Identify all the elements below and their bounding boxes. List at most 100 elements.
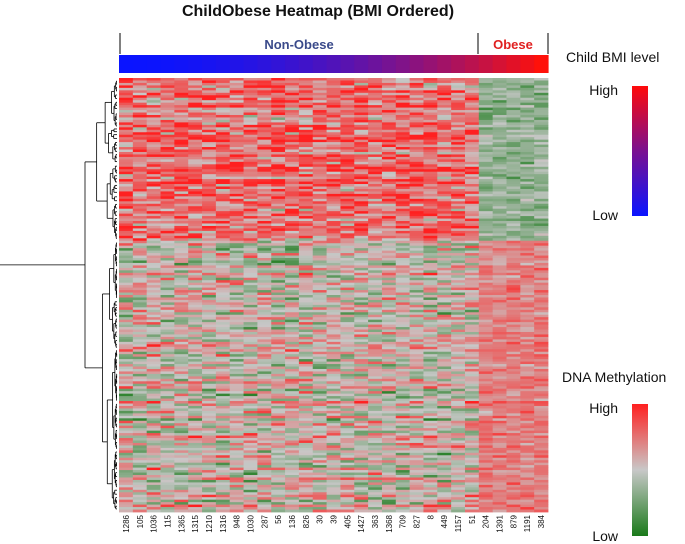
heat-cell	[257, 124, 272, 128]
heat-cell	[368, 107, 383, 111]
heat-cell	[257, 344, 272, 348]
heat-cell	[119, 405, 134, 409]
heat-cell	[326, 208, 341, 212]
heat-cell	[340, 341, 355, 345]
heat-cell	[437, 366, 452, 370]
heat-cell	[520, 156, 535, 160]
heat-cell	[298, 317, 314, 321]
heat-cell	[257, 408, 272, 412]
heat-cell	[451, 119, 466, 123]
heat-cell	[478, 425, 494, 429]
heat-cell	[215, 287, 231, 291]
heat-cell	[534, 314, 549, 318]
heat-cell	[257, 186, 272, 190]
heat-cell	[409, 238, 424, 242]
heat-cell	[437, 418, 452, 422]
heat-cell	[146, 221, 161, 224]
heat-cell	[437, 344, 452, 348]
heat-cell	[271, 361, 286, 365]
heat-cell	[437, 351, 452, 355]
heat-cell	[423, 112, 438, 116]
heat-cell	[492, 100, 507, 104]
heat-cell	[326, 225, 341, 229]
heat-cell	[146, 124, 161, 128]
heat-cell	[188, 112, 203, 116]
heat-cell	[368, 233, 383, 237]
heat-cell	[451, 267, 466, 271]
heat-cell	[326, 265, 341, 269]
heat-cell	[243, 238, 258, 242]
heat-cell	[492, 280, 507, 284]
heat-cell	[119, 393, 134, 397]
heat-cell	[381, 154, 397, 158]
heat-cell	[423, 393, 438, 397]
heat-cell	[312, 82, 327, 86]
heat-cell	[215, 245, 231, 249]
heat-cell	[478, 410, 494, 414]
heat-cell	[285, 386, 300, 390]
heat-cell	[243, 403, 258, 407]
heat-cell	[368, 228, 383, 232]
heat-cell	[423, 280, 438, 284]
heat-cell	[437, 319, 452, 323]
heat-cell	[464, 354, 480, 358]
heat-cell	[132, 169, 148, 173]
heat-cell	[437, 92, 452, 96]
heat-cell	[202, 270, 217, 274]
heat-cell	[132, 290, 148, 293]
heat-cell	[257, 164, 272, 168]
heat-cell	[464, 218, 480, 222]
heat-cell	[257, 243, 272, 247]
heat-cell	[243, 275, 258, 279]
heat-cell	[271, 290, 286, 293]
heat-cell	[119, 181, 134, 185]
heat-cell	[132, 213, 148, 217]
heat-cell	[188, 240, 203, 244]
heat-cell	[146, 245, 161, 249]
heat-cell	[340, 213, 355, 217]
heat-cell	[257, 169, 272, 173]
bmi-bar-cell	[340, 55, 355, 73]
heat-cell	[202, 243, 217, 247]
heat-cell	[381, 295, 397, 298]
heat-cell	[146, 287, 161, 291]
heat-cell	[423, 366, 438, 370]
heat-cell	[243, 425, 258, 429]
heat-cell	[368, 139, 383, 143]
heat-cell	[271, 344, 286, 348]
heat-cell	[381, 243, 397, 247]
heat-cell	[368, 156, 383, 160]
heat-cell	[423, 260, 438, 264]
heat-cell	[506, 179, 521, 182]
heat-cell	[354, 376, 369, 380]
heat-cell	[506, 124, 521, 128]
heat-cell	[215, 147, 231, 150]
heat-cell	[437, 368, 452, 372]
heat-cell	[132, 376, 148, 380]
heat-cell	[464, 156, 480, 160]
heat-cell	[423, 373, 438, 377]
heat-cell	[409, 230, 424, 234]
heat-cell	[298, 102, 314, 106]
heat-cell	[464, 112, 480, 116]
heat-cell	[215, 270, 231, 274]
heat-cell	[395, 433, 411, 436]
heat-cell	[298, 221, 314, 224]
heat-cell	[160, 147, 175, 150]
heat-cell	[492, 119, 507, 123]
heat-cell	[229, 198, 244, 202]
heat-cell	[174, 314, 189, 318]
heat-cell	[119, 132, 134, 136]
heat-cell	[437, 107, 452, 111]
heat-cell	[257, 100, 272, 104]
heat-cell	[492, 193, 507, 197]
heat-cell	[160, 240, 175, 244]
heat-cell	[520, 349, 535, 353]
heat-cell	[119, 193, 134, 197]
heat-cell	[464, 265, 480, 269]
heat-cell	[257, 223, 272, 227]
heat-cell	[160, 396, 175, 399]
heat-cell	[395, 438, 411, 441]
heat-cell	[298, 193, 314, 197]
heat-cell	[243, 161, 258, 165]
